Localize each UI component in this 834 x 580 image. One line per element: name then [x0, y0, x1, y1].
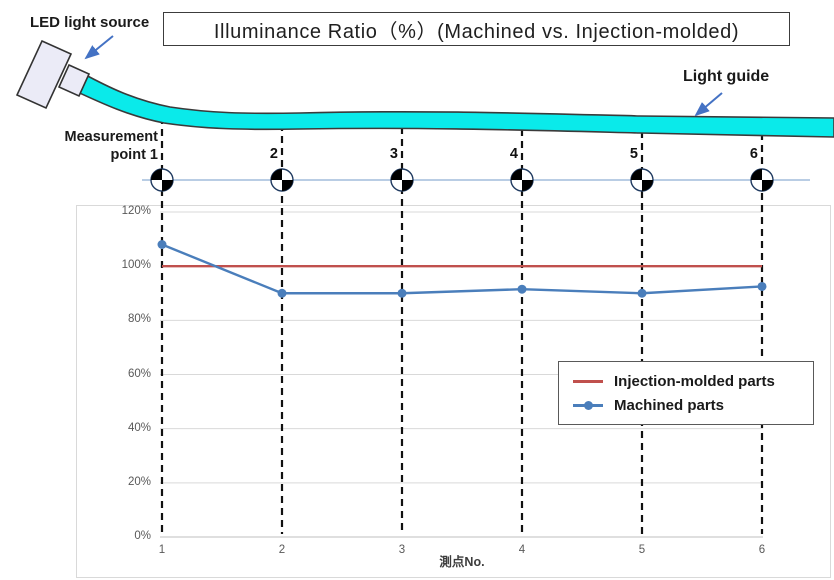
legend-item-machined: Machined parts — [573, 397, 813, 414]
legend-label: Injection-molded parts — [614, 372, 775, 390]
data-point-marker — [277, 288, 287, 298]
data-point-marker — [397, 288, 407, 298]
led-light-source-label: LED light source — [30, 14, 150, 31]
legend-line-blue-marker-icon — [573, 400, 603, 410]
y-tick-label: 80% — [127, 313, 151, 326]
x-axis-title: 測点No. — [439, 555, 485, 569]
point-number-label: 5 — [629, 146, 638, 162]
measurement-point-quadrant — [522, 180, 533, 191]
light-guide-label: Light guide — [683, 68, 770, 85]
chart-series — [157, 240, 767, 298]
point-number-label: 6 — [749, 146, 758, 162]
measurement-point-label-line2: point 1 — [110, 147, 158, 163]
measurement-point-quadrant — [402, 180, 413, 191]
measurement-point-quadrant — [151, 169, 162, 180]
x-tick-label: 4 — [518, 544, 526, 556]
measurement-point-quadrant — [762, 180, 773, 191]
data-point-marker — [517, 284, 527, 294]
legend-line-red-icon — [573, 377, 603, 386]
measurement-point-label: Measurement point 1 — [20, 128, 158, 164]
y-tick-label: 0% — [134, 530, 151, 542]
point-number-label: 3 — [389, 146, 398, 162]
legend-label: Machined parts — [614, 396, 725, 414]
measurement-point-quadrant — [511, 169, 522, 180]
y-tick-label: 60% — [127, 367, 151, 380]
data-point-marker — [637, 288, 647, 298]
measurement-point-quadrant — [642, 180, 653, 191]
measurement-point-symbols — [150, 168, 774, 192]
led-arrow-icon — [84, 35, 114, 60]
chart-legend: Injection-molded parts Machined parts — [558, 361, 814, 425]
series-line-machined — [161, 243, 763, 295]
x-tick-label: 5 — [638, 544, 646, 556]
light-guide-shape — [70, 72, 834, 138]
data-point-marker — [757, 281, 767, 291]
measurement-point-quadrant — [751, 169, 762, 180]
page-title: Illuminance Ratio（%）(Machined vs. Inject… — [163, 12, 790, 46]
measurement-point-quadrant — [271, 169, 282, 180]
y-tick-label: 120% — [121, 205, 151, 217]
point-number-label: 4 — [509, 146, 518, 162]
measurement-point-quadrant — [162, 180, 173, 191]
x-tick-label: 1 — [158, 544, 166, 556]
light-guide-arrow-icon — [694, 92, 723, 117]
y-tick-label: 20% — [127, 475, 151, 488]
led-connector-shape — [57, 63, 91, 98]
x-tick-label: 2 — [278, 544, 286, 556]
point-number-label: 2 — [269, 146, 278, 162]
measurement-dashed-lines — [160, 117, 764, 534]
measurement-point-label-line1: Measurement — [64, 129, 158, 145]
measurement-point-quadrant — [631, 169, 642, 180]
x-tick-label: 3 — [398, 544, 406, 556]
y-tick-label: 100% — [121, 259, 151, 272]
measurement-point-quadrant — [391, 169, 402, 180]
led-body-shape — [15, 39, 73, 110]
legend-item-injection-molded: Injection-molded parts — [573, 373, 813, 390]
measurement-point-quadrant — [282, 180, 293, 191]
x-tick-label: 6 — [758, 544, 766, 556]
y-tick-label: 40% — [127, 421, 151, 434]
data-point-marker — [157, 240, 167, 250]
